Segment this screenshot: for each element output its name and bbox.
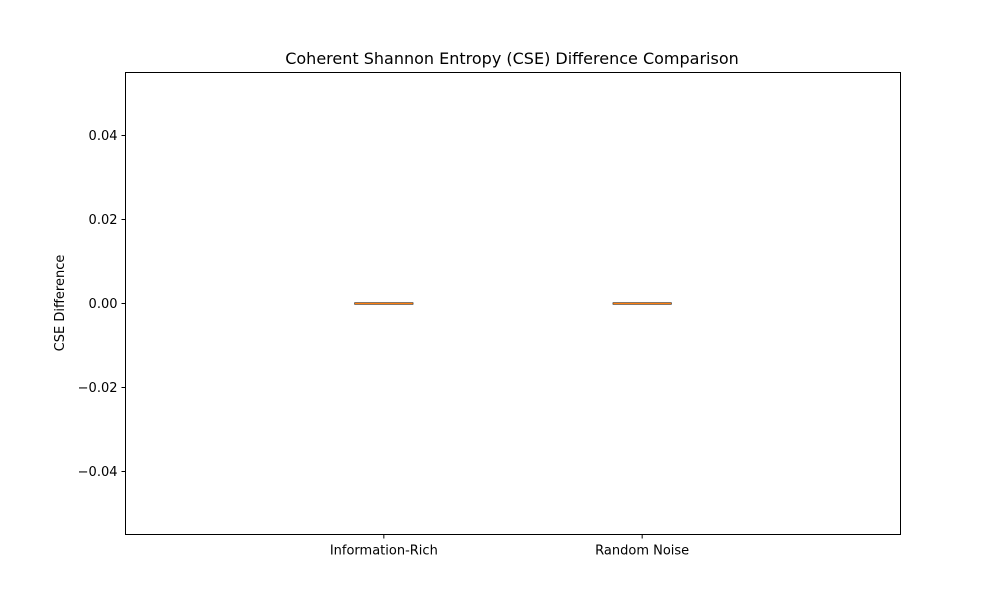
y-tick-label: 0.00 bbox=[89, 297, 118, 312]
x-axis: Information-Rich Random Noise bbox=[330, 534, 689, 559]
y-axis-label: CSE Difference bbox=[53, 255, 68, 352]
box-plot-series bbox=[354, 302, 672, 305]
plot-frame bbox=[125, 72, 901, 535]
y-tick-label: −0.04 bbox=[78, 465, 118, 480]
y-tick-label: −0.02 bbox=[78, 381, 118, 396]
chart-title: Coherent Shannon Entropy (CSE) Differenc… bbox=[285, 49, 739, 68]
x-tick-label: Random Noise bbox=[595, 544, 689, 559]
y-tick-label: 0.04 bbox=[89, 129, 118, 144]
y-tick-label: 0.02 bbox=[89, 213, 118, 228]
y-axis: −0.04 −0.02 0.00 0.02 0.04 bbox=[78, 129, 126, 480]
x-tick-label: Information-Rich bbox=[330, 544, 438, 559]
